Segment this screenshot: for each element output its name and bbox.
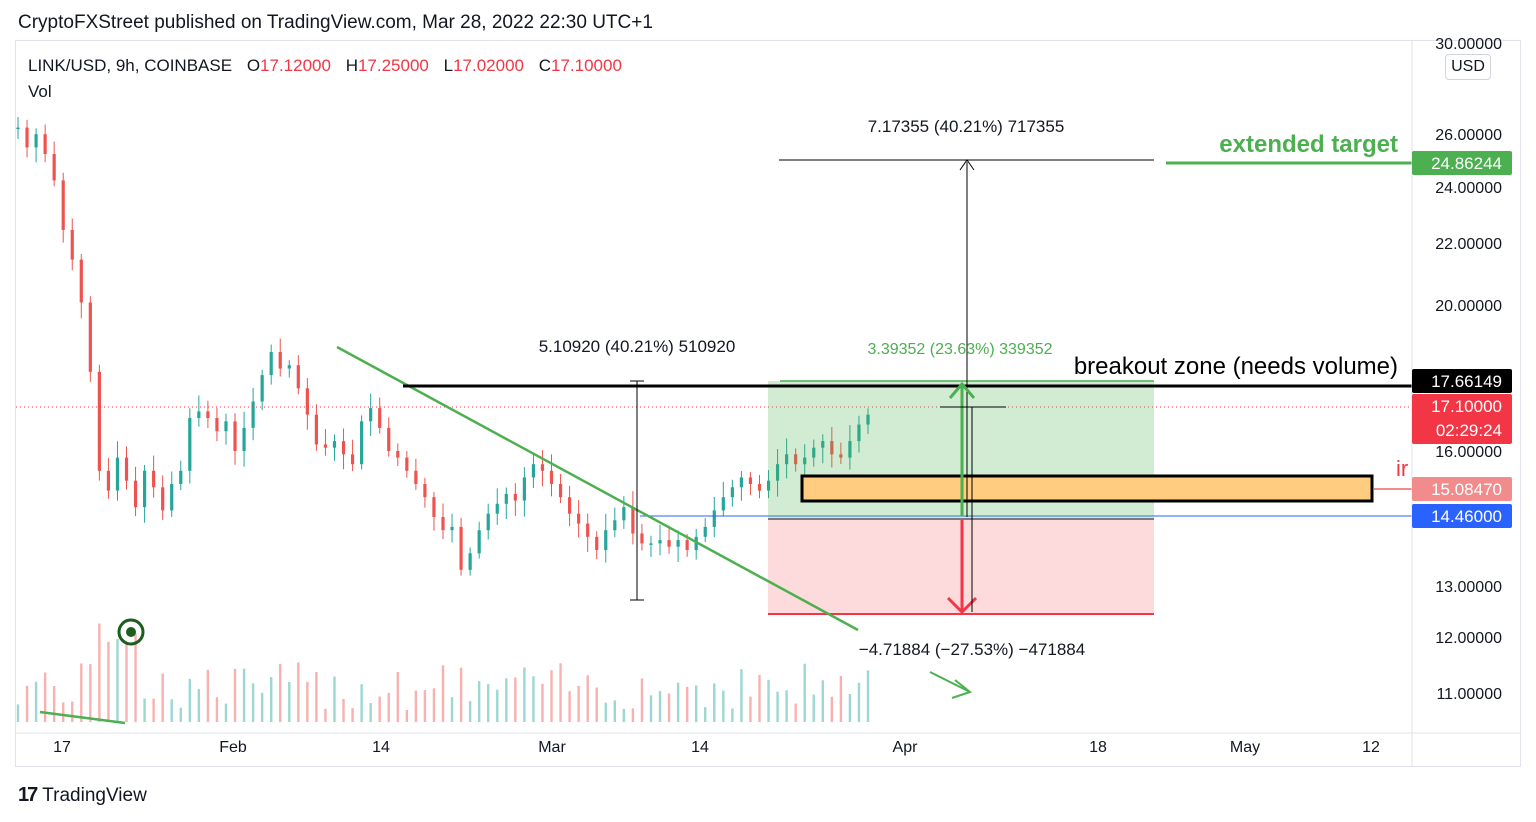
symbol-legend: LINK/USD, 9h, COINBASE O17.12000 H17.250… [28, 56, 622, 76]
currency-button[interactable]: USD [1445, 54, 1491, 80]
close-value: 17.10000 [551, 56, 622, 75]
open-value: 17.12000 [260, 56, 331, 75]
high-label: H [345, 56, 358, 75]
low-value: 17.02000 [453, 56, 524, 75]
open-label: O [246, 56, 261, 75]
symbol-name[interactable]: LINK/USD, 9h, COINBASE [28, 56, 233, 75]
brand-name: TradingView [42, 784, 147, 806]
volume-label[interactable]: Vol [28, 82, 52, 101]
publish-info: CryptoFXStreet published on TradingView.… [18, 12, 653, 33]
footer-brand[interactable]: 17 TradingView [18, 784, 147, 807]
low-label: L [443, 56, 454, 75]
high-value: 17.25000 [357, 56, 429, 75]
close-label: C [538, 56, 551, 75]
tradingview-logo-icon: 17 [18, 784, 38, 806]
chart-frame [15, 40, 1521, 767]
